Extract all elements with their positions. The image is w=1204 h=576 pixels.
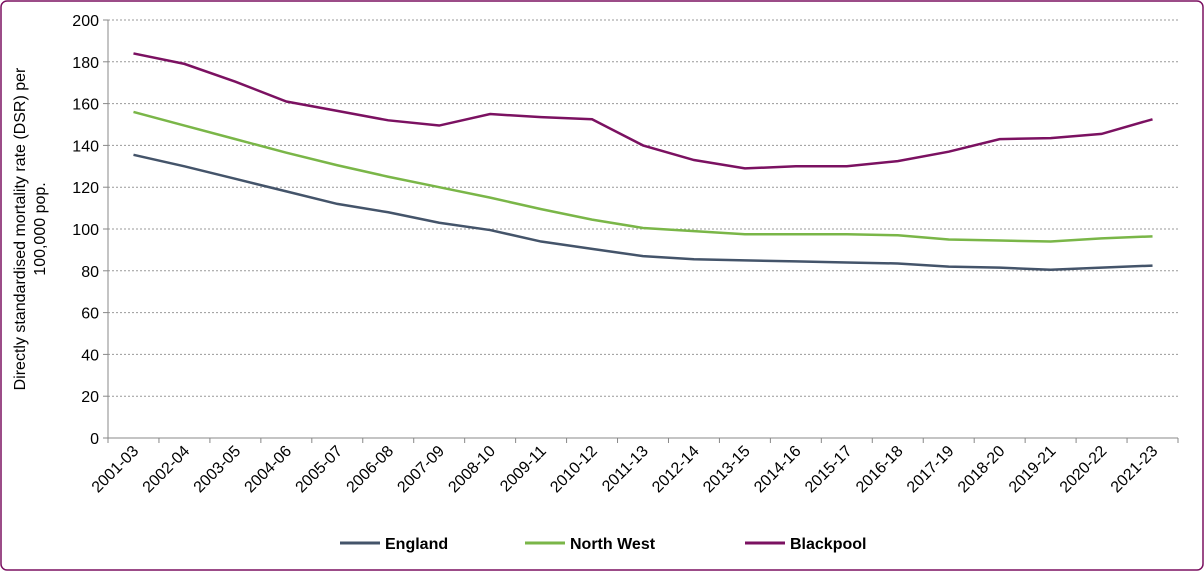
y-tick-label: 200: [72, 13, 99, 30]
legend-label: Blackpool: [790, 536, 866, 553]
y-tick-label: 100: [72, 222, 99, 239]
y-tick-label: 0: [90, 431, 99, 448]
y-axis-label-text: Directly standardised mortality rate (DS…: [12, 67, 49, 390]
y-tick-label: 80: [81, 264, 99, 281]
y-tick-label: 20: [81, 389, 99, 406]
y-tick-label: 160: [72, 97, 99, 114]
series-line: [133, 52, 1153, 170]
y-tick-label: 40: [81, 347, 99, 364]
series-line: [133, 153, 1153, 272]
y-tick-label: 60: [81, 306, 99, 323]
y-axis-label: Directly standardised mortality rate (DS…: [12, 67, 49, 390]
y-tick-label: 120: [72, 180, 99, 197]
legend-label: England: [385, 536, 448, 553]
legend-label: North West: [570, 536, 656, 553]
y-tick-label: 140: [72, 138, 99, 155]
series-line: [133, 110, 1153, 243]
y-tick-label: 180: [72, 55, 99, 72]
